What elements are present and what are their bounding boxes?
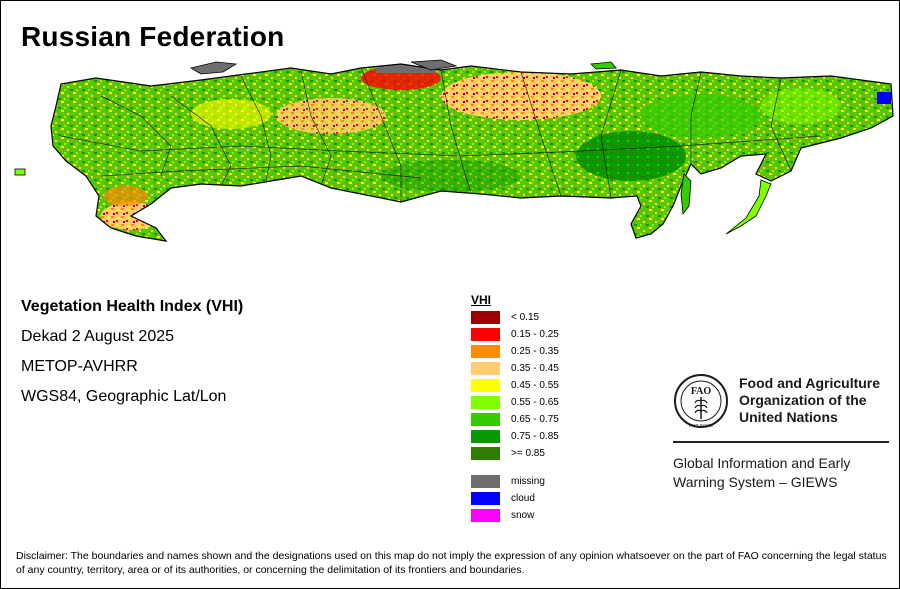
severnaya-zemlya-island	[410, 59, 458, 71]
vhi-map	[1, 56, 899, 251]
legend-swatch	[471, 379, 500, 392]
projection: WGS84, Geographic Lat/Lon	[21, 388, 227, 405]
sakhalin-island	[680, 173, 692, 216]
legend-swatch	[471, 413, 500, 426]
legend-item: >= 0.85	[471, 445, 559, 462]
fao-logo-motto: FIAT PANIS	[689, 423, 713, 428]
legend-title: VHI	[471, 293, 492, 307]
legend-item: missing	[471, 473, 559, 490]
legend-item: < 0.15	[471, 309, 559, 326]
legend-label: 0.35 - 0.45	[511, 363, 559, 374]
russia-vhi-map-svg	[14, 59, 894, 242]
legend-other: missing cloud snow	[471, 473, 559, 524]
legend: VHI < 0.15 0.15 - 0.25 0.25 - 0.35 0.35 - 0…	[471, 293, 559, 524]
legend-label: 0.45 - 0.55	[511, 380, 559, 391]
organization-name-line: Organization of the	[739, 392, 867, 408]
legend-item: 0.75 - 0.85	[471, 428, 559, 445]
disclaimer: Disclaimer: The boundaries and names sho…	[16, 550, 887, 576]
new-siberian-islands	[590, 61, 617, 70]
legend-swatch	[471, 328, 500, 341]
kamchatka-peninsula	[725, 179, 772, 235]
legend-swatch	[471, 311, 500, 324]
legend-label: 0.65 - 0.75	[511, 414, 559, 425]
giews-name: Global Information and Early Warning Sys…	[673, 454, 889, 492]
legend-item: 0.45 - 0.55	[471, 377, 559, 394]
legend-swatch	[471, 447, 500, 460]
legend-item: cloud	[471, 490, 559, 507]
sensor: METOP-AVHRR	[21, 358, 138, 375]
legend-label: 0.25 - 0.35	[511, 346, 559, 357]
giews-name-line: Global Information and Early	[673, 455, 851, 471]
legend-label: snow	[511, 510, 535, 521]
giews-name-line: Warning System – GIEWS	[673, 474, 838, 490]
legend-label: 0.55 - 0.65	[511, 397, 559, 408]
map-title: Russian Federation	[21, 21, 285, 52]
legend-label: missing	[511, 476, 545, 487]
organization-divider	[673, 441, 889, 443]
legend-item: 0.65 - 0.75	[471, 411, 559, 428]
legend-swatch	[471, 345, 500, 358]
legend-label: < 0.15	[511, 312, 540, 323]
legend-swatch	[471, 492, 500, 505]
legend-item: 0.15 - 0.25	[471, 326, 559, 343]
legend-swatch	[471, 430, 500, 443]
fao-logo-icon: FAO FIAT PANIS	[674, 374, 728, 428]
fao-logo-letters: FAO	[691, 386, 712, 397]
legend-item: 0.55 - 0.65	[471, 394, 559, 411]
legend-item: 0.35 - 0.45	[471, 360, 559, 377]
legend-label: cloud	[511, 493, 535, 504]
legend-swatch	[471, 396, 500, 409]
novaya-zemlya-island	[189, 61, 238, 75]
period: Dekad 2 August 2025	[21, 328, 175, 345]
legend-swatch	[471, 475, 500, 488]
legend-label: 0.75 - 0.85	[511, 431, 559, 442]
legend-label: >= 0.85	[511, 448, 545, 459]
index-name: Vegetation Health Index (VHI)	[21, 298, 244, 315]
legend-swatch	[471, 362, 500, 375]
legend-item: snow	[471, 507, 559, 524]
map-info: Vegetation Health Index (VHI) Dekad 2 Au…	[21, 297, 243, 417]
kaliningrad-exclave	[14, 168, 26, 176]
organization-name: Food and Agriculture Organization of the…	[739, 375, 889, 426]
organization-name-line: United Nations	[739, 409, 838, 425]
legend-swatch	[471, 509, 500, 522]
organization-name-line: Food and Agriculture	[739, 375, 881, 391]
legend-classes: < 0.15 0.15 - 0.25 0.25 - 0.35 0.35 - 0.45 0…	[471, 309, 559, 462]
legend-label: 0.15 - 0.25	[511, 329, 559, 340]
legend-item: 0.25 - 0.35	[471, 343, 559, 360]
